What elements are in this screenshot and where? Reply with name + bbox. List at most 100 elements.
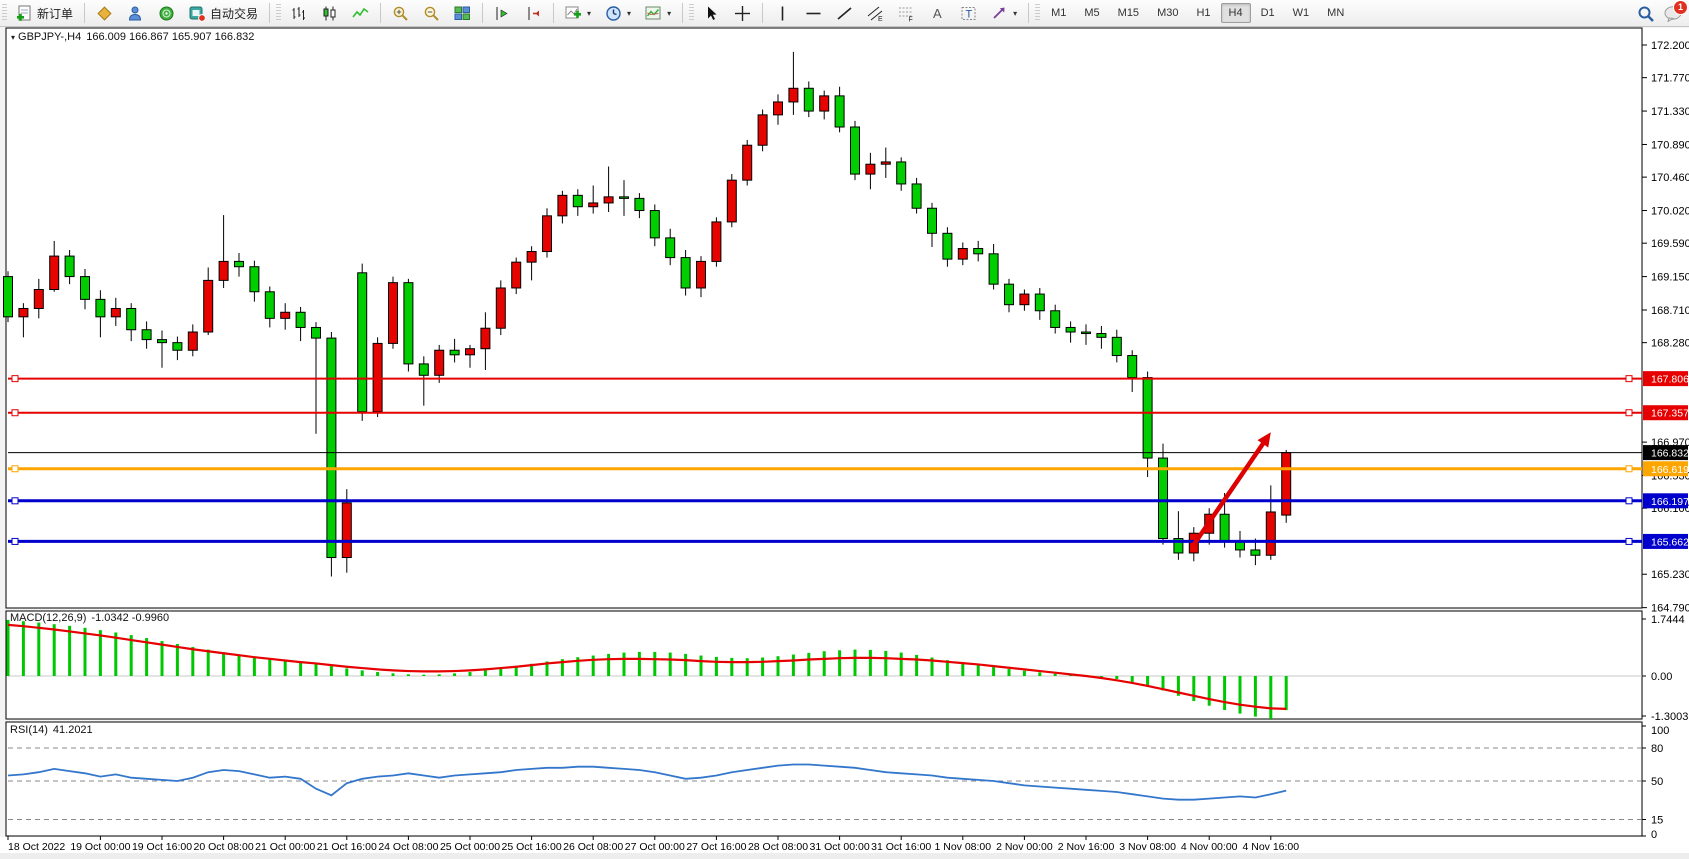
text-label-tool-button[interactable]: T — [954, 3, 983, 23]
bear-candle — [1096, 333, 1107, 338]
bull-candle — [203, 279, 214, 333]
time-tick-label: 27 Oct 16:00 — [686, 841, 746, 853]
bear-candle — [141, 329, 152, 341]
timeframe-mn-button[interactable]: MN — [1327, 7, 1345, 19]
line-handle[interactable] — [1625, 409, 1633, 417]
zoom-out-button[interactable] — [417, 3, 446, 23]
news-button[interactable] — [152, 3, 181, 23]
bull-candle — [218, 260, 229, 281]
channel-icon: E — [867, 5, 884, 23]
dropdown-arrow-icon: ▾ — [667, 8, 672, 18]
toolbar-separator — [682, 3, 684, 23]
market-button[interactable] — [90, 3, 119, 23]
bull-candle — [711, 221, 722, 262]
line-handle[interactable] — [1625, 465, 1633, 473]
timeframe-m30-button[interactable]: M30 — [1157, 7, 1179, 19]
rsi-axis-label: 15 — [1651, 815, 1663, 827]
crosshair-tool-button[interactable] — [728, 3, 757, 23]
rsi-pane[interactable] — [5, 721, 1643, 837]
macd-axis-label: 0.00 — [1651, 671, 1672, 683]
time-tick-label: 31 Oct 16:00 — [871, 841, 931, 853]
chart-shift-button[interactable] — [519, 3, 548, 23]
autotrade-button[interactable]: 自动交易 — [183, 3, 264, 23]
bear-candle — [449, 349, 460, 356]
time-tick-label: 21 Oct 00:00 — [255, 841, 315, 853]
trend-arrow[interactable] — [1191, 437, 1269, 546]
bull-candle — [49, 255, 60, 290]
trend-arrow-head[interactable] — [1257, 432, 1271, 448]
zoom-in-button[interactable] — [386, 3, 415, 23]
notifications-button[interactable]: 1 — [1664, 0, 1688, 23]
vertical-line-tool-button[interactable] — [768, 3, 797, 23]
price-tick-label: 165.230 — [1651, 569, 1689, 581]
bull-candle — [957, 247, 968, 260]
arrows-tool-button[interactable]: ▾ — [985, 3, 1023, 23]
bear-candle — [418, 363, 429, 376]
fibonacci-icon: F — [898, 5, 915, 23]
bear-candle — [911, 183, 922, 209]
timeframe-w1-button[interactable]: W1 — [1292, 7, 1310, 19]
indicators-button[interactable]: ▾ — [559, 3, 597, 23]
bear-candle — [927, 207, 937, 234]
new-order-button[interactable]: 新订单 — [10, 3, 79, 23]
trendline-tool-button[interactable] — [830, 3, 859, 23]
collapse-chart-icon[interactable]: ▾ — [11, 33, 16, 42]
toolbar-separator — [84, 3, 86, 23]
bear-candle — [1081, 331, 1091, 335]
signals-button[interactable] — [121, 3, 150, 23]
time-tick-label: 28 Oct 08:00 — [748, 841, 808, 853]
candlestick-chart-button[interactable] — [315, 3, 344, 23]
line-handle[interactable] — [1625, 497, 1633, 505]
time-tick-label: 18 Oct 2022 — [8, 841, 65, 853]
line-handle[interactable] — [11, 409, 19, 417]
tile-windows-icon — [454, 5, 471, 22]
bear-candle — [942, 232, 953, 260]
templates-button[interactable]: ▾ — [639, 3, 677, 23]
timeframe-m1-button[interactable]: M1 — [1051, 7, 1067, 19]
dropdown-arrow-icon: ▾ — [587, 8, 592, 18]
price-axis[interactable] — [1643, 28, 1689, 859]
bull-candle — [33, 288, 44, 309]
time-tick-label: 20 Oct 08:00 — [194, 841, 254, 853]
line-handle[interactable] — [11, 537, 19, 545]
price-level-badge — [1643, 371, 1688, 387]
bar-chart-button[interactable] — [284, 3, 313, 23]
periods-button[interactable]: ▾ — [599, 3, 637, 23]
autotrade-label: 自动交易 — [210, 6, 259, 21]
cursor-tool-button[interactable] — [697, 3, 726, 23]
bear-candle — [665, 237, 676, 259]
time-tick-label: 21 Oct 16:00 — [317, 841, 377, 853]
price-tick-label: 164.790 — [1651, 603, 1689, 615]
line-handle[interactable] — [11, 497, 19, 505]
horizontal-line-tool-button[interactable] — [799, 3, 828, 23]
timeframe-d1-button[interactable]: D1 — [1260, 7, 1275, 19]
time-tick-label: 27 Oct 00:00 — [625, 841, 685, 853]
timeframe-m15-button[interactable]: M15 — [1117, 7, 1140, 19]
timeframe-m5-button[interactable]: M5 — [1084, 7, 1100, 19]
bull-candle — [465, 348, 475, 356]
bull-candle — [603, 196, 614, 204]
line-chart-button[interactable] — [346, 3, 375, 23]
line-handle[interactable] — [1625, 537, 1633, 545]
radar-icon — [158, 5, 175, 22]
line-handle[interactable] — [1625, 375, 1633, 383]
fibonacci-tool-button[interactable]: F — [892, 3, 921, 23]
time-tick-label: 4 Nov 16:00 — [1242, 841, 1299, 853]
tile-windows-button[interactable] — [448, 3, 477, 23]
time-tick-label: 3 Nov 08:00 — [1119, 841, 1176, 853]
bear-candle — [95, 298, 106, 318]
price-pane[interactable] — [5, 27, 1643, 609]
line-handle[interactable] — [11, 375, 19, 383]
timeframe-h1-button[interactable]: H1 — [1196, 7, 1211, 19]
text-tool-button[interactable]: A — [923, 3, 952, 23]
bull-candle — [495, 287, 506, 329]
line-handle[interactable] — [11, 465, 19, 473]
candles — [3, 51, 1292, 577]
search-icon[interactable] — [1637, 5, 1654, 22]
timeframe-h4-button[interactable]: H4 — [1220, 3, 1251, 23]
auto-scroll-button[interactable] — [488, 3, 517, 23]
channel-tool-button[interactable]: E — [861, 3, 890, 23]
candlestick-chart-icon — [321, 5, 338, 22]
toolbar-separator — [482, 3, 484, 23]
